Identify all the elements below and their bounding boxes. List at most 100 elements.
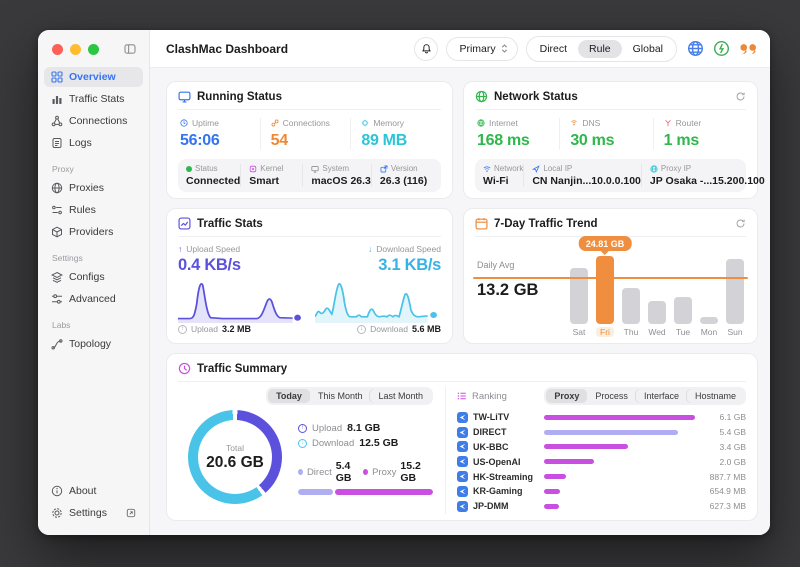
daily-avg-label: Daily Avg bbox=[477, 260, 515, 270]
mode-rule[interactable]: Rule bbox=[578, 39, 622, 58]
clock-pie-icon bbox=[178, 362, 191, 375]
external-link-icon[interactable] bbox=[126, 508, 136, 518]
tab-last-month[interactable]: Last Month bbox=[370, 389, 431, 403]
mode-segmented-control: Direct Rule Global bbox=[525, 35, 677, 62]
mode-direct[interactable]: Direct bbox=[539, 42, 568, 55]
dns-value: 30 ms bbox=[570, 132, 615, 149]
ranking-row[interactable]: US-OpenAI 2.0 GB bbox=[457, 454, 746, 469]
download-total-row: ↓ Download 12.5 GB bbox=[298, 437, 433, 449]
bar[interactable] bbox=[570, 268, 588, 324]
clashmac-logo-icon bbox=[739, 43, 758, 55]
sidebar-item-advanced[interactable]: Advanced bbox=[44, 289, 143, 309]
close-window-button[interactable] bbox=[52, 43, 63, 55]
sidebar-item-traffic-stats[interactable]: Traffic Stats bbox=[44, 89, 143, 109]
upload-circle-icon: ↑ bbox=[178, 324, 187, 334]
sidebar-section-proxy: Proxy bbox=[52, 164, 74, 174]
direct-total: Direct 5.4 GB bbox=[298, 460, 363, 484]
network-globe-icon[interactable] bbox=[687, 40, 704, 57]
tab-hostname[interactable]: Hostname bbox=[687, 389, 744, 403]
ranking-row[interactable]: KR-Gaming 654.9 MB bbox=[457, 484, 746, 499]
upload-total-row: ↑ Upload 8.1 GB bbox=[298, 422, 433, 434]
proxy-node-icon bbox=[457, 426, 468, 438]
sidebar-item-label: Logs bbox=[69, 137, 92, 149]
direct-dot bbox=[298, 469, 303, 475]
download-speed-value: 3.1 KB/s bbox=[378, 256, 441, 274]
profile-selector-value: Primary bbox=[459, 42, 496, 55]
mode-global[interactable]: Global bbox=[632, 42, 663, 55]
status-detail: Status Connected bbox=[186, 164, 241, 187]
document-icon bbox=[51, 137, 63, 149]
uptime-value: 56:06 bbox=[180, 132, 220, 149]
upload-circle-icon: ↑ bbox=[298, 423, 307, 433]
sidebar-toggle-icon[interactable] bbox=[123, 43, 137, 55]
sidebar-item-label: Settings bbox=[69, 507, 107, 519]
zoom-window-button[interactable] bbox=[88, 43, 99, 55]
proxy-node-icon bbox=[457, 500, 468, 512]
bar[interactable] bbox=[674, 297, 692, 324]
sidebar-item-settings[interactable]: Settings bbox=[44, 503, 143, 523]
dns-stat: DNS 30 ms bbox=[559, 118, 652, 150]
layers-icon bbox=[51, 271, 63, 283]
notifications-button[interactable] bbox=[414, 36, 439, 61]
ranking-panel: Ranking Proxy Process Interface Hostname bbox=[446, 387, 746, 514]
tab-proxy[interactable]: Proxy bbox=[546, 389, 588, 403]
minimize-window-button[interactable] bbox=[70, 43, 81, 55]
summary-stats: ↑ Upload 8.1 GB ↓ Download 12.5 GB bbox=[298, 419, 433, 495]
download-panel: ↓ Download Speed 3.1 KB/s ↓ Download 5.6 MB bbox=[314, 244, 441, 334]
ranking-row[interactable]: JP-DMM 627.3 MB bbox=[457, 499, 746, 514]
direct-proxy-bar bbox=[298, 489, 433, 495]
ranking-row[interactable]: HK-Streaming 887.7 MB bbox=[457, 469, 746, 484]
proxy-dot bbox=[363, 469, 369, 475]
period-tabs: Today This Month Last Month bbox=[266, 387, 433, 405]
tab-interface[interactable]: Interface bbox=[636, 389, 687, 403]
ranking-row[interactable]: DIRECT 5.4 GB bbox=[457, 425, 746, 440]
download-total-value: 5.6 MB bbox=[411, 324, 441, 334]
tab-this-month[interactable]: This Month bbox=[317, 391, 363, 401]
ranking-row[interactable]: TW-LiTV 6.1 GB bbox=[457, 410, 746, 425]
sidebar-item-label: Rules bbox=[69, 204, 96, 216]
ranking-tabs: Proxy Process Interface Hostname bbox=[544, 387, 746, 405]
tab-today[interactable]: Today bbox=[268, 389, 310, 403]
sidebar-item-topology[interactable]: Topology bbox=[44, 334, 143, 354]
sidebar-item-label: Configs bbox=[69, 271, 105, 283]
sidebar-item-logs[interactable]: Logs bbox=[44, 133, 143, 153]
sidebar-item-label: Traffic Stats bbox=[69, 93, 125, 105]
tab-process[interactable]: Process bbox=[595, 391, 628, 401]
bar[interactable] bbox=[726, 259, 744, 324]
sidebar-item-configs[interactable]: Configs bbox=[44, 267, 143, 287]
internet-globe-icon bbox=[477, 119, 485, 127]
proxy-globe-icon bbox=[650, 164, 658, 173]
refresh-icon[interactable] bbox=[735, 91, 746, 102]
proxy-node-icon bbox=[457, 441, 468, 453]
proxy-node-icon bbox=[457, 411, 468, 423]
refresh-icon[interactable] bbox=[735, 218, 746, 229]
bar-highlighted[interactable]: 24.81 GB bbox=[578, 236, 632, 324]
ranking-row[interactable]: UK-BBC 3.4 GB bbox=[457, 440, 746, 455]
sidebar-item-rules[interactable]: Rules bbox=[44, 200, 143, 220]
bar[interactable] bbox=[648, 301, 666, 324]
version-detail: Version 26.3 (116) bbox=[370, 164, 433, 187]
wifi-icon bbox=[483, 165, 491, 173]
version-icon bbox=[380, 165, 388, 173]
bar[interactable] bbox=[622, 288, 640, 324]
uptime-stat: Uptime 56:06 bbox=[178, 118, 260, 150]
proxy-node-icon bbox=[457, 471, 468, 483]
bar-chart-icon bbox=[51, 93, 63, 105]
traffic-summary-card: Traffic Summary Today This Month Last Mo… bbox=[166, 353, 758, 521]
sidebar-item-overview[interactable]: Overview bbox=[44, 67, 143, 87]
sidebar-item-connections[interactable]: Connections bbox=[44, 111, 143, 131]
globe-icon bbox=[475, 90, 488, 103]
bar[interactable] bbox=[700, 317, 718, 324]
sidebar-item-about[interactable]: About bbox=[44, 481, 143, 501]
upload-panel: ↑ Upload Speed 0.4 KB/s ↑ Upload 3.2 MB bbox=[178, 244, 305, 334]
trend-card: 7-Day Traffic Trend Daily Avg 13.2 GB Sa… bbox=[463, 208, 758, 344]
sidebar-nav: Overview Traffic Stats Connections Logs … bbox=[38, 59, 149, 356]
sidebar-item-providers[interactable]: Providers bbox=[44, 222, 143, 242]
profile-selector[interactable]: Primary bbox=[446, 36, 518, 61]
router-stat: Router 1 ms bbox=[652, 118, 746, 150]
internet-value: 168 ms bbox=[477, 132, 530, 149]
clock-icon bbox=[180, 119, 188, 127]
donut-total-value: 20.6 GB bbox=[206, 453, 264, 471]
sidebar-item-proxies[interactable]: Proxies bbox=[44, 178, 143, 198]
power-bolt-icon[interactable] bbox=[713, 40, 730, 57]
